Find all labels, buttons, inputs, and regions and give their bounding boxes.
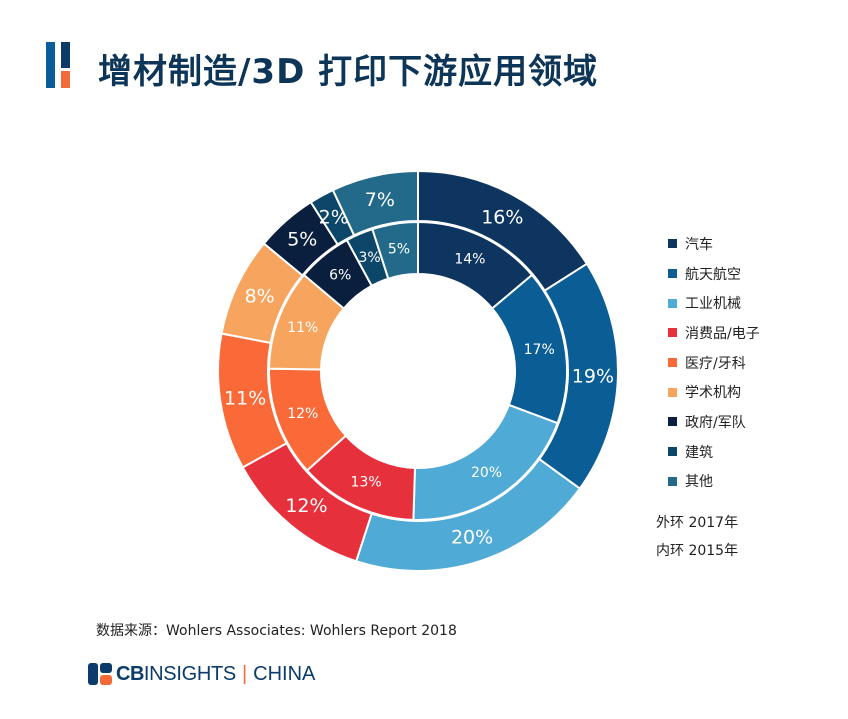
- legend-item: 汽车: [668, 229, 760, 259]
- logo-separator: |: [241, 662, 248, 685]
- legend-swatch: [668, 358, 677, 368]
- inner-ring-value-label: 20%: [471, 465, 502, 481]
- title-accent-bars: [46, 42, 70, 88]
- outer-ring-value-label: 19%: [572, 365, 614, 387]
- inner-ring-value-label: 11%: [287, 320, 318, 336]
- legend-swatch: [668, 387, 677, 397]
- legend-swatch: [668, 476, 677, 486]
- outer-ring-value-label: 11%: [224, 387, 266, 409]
- inner-ring-value-label: 17%: [524, 342, 555, 358]
- cbinsights-china-logo: CB INSIGHTS | CHINA: [88, 662, 315, 686]
- legend-label: 医疗/牙科: [685, 355, 746, 372]
- legend-label: 政府/军队: [685, 414, 746, 431]
- legend-label: 建筑: [685, 444, 713, 461]
- legend-item: 航天航空: [668, 259, 760, 289]
- legend-item: 建筑: [668, 437, 760, 467]
- accent-bar-navy: [61, 42, 70, 68]
- logo-china-text: CHINA: [253, 662, 316, 685]
- legend-label: 消费品/电子: [685, 325, 760, 342]
- legend-swatch: [668, 328, 677, 338]
- legend-swatch: [668, 239, 677, 249]
- outer-ring-value-label: 7%: [365, 189, 395, 211]
- outer-ring-value-label: 20%: [451, 526, 493, 548]
- legend-item: 医疗/牙科: [668, 348, 760, 378]
- outer-ring-value-label: 12%: [285, 495, 327, 517]
- inner-ring-value-label: 3%: [358, 250, 380, 266]
- legend-label: 航天航空: [685, 266, 741, 283]
- accent-bar-blue: [46, 42, 55, 88]
- outer-ring-note: 外环 2017年: [656, 515, 739, 531]
- inner-ring-slice: [371, 220, 419, 280]
- legend-item: 学术机构: [668, 377, 760, 407]
- cbinsights-logo-mark-icon: [88, 663, 112, 685]
- legend-label: 学术机构: [685, 385, 741, 402]
- outer-ring-value-label: 2%: [319, 207, 349, 229]
- legend-label: 其他: [685, 474, 713, 491]
- inner-ring-value-label: 14%: [454, 251, 485, 267]
- legend-swatch: [668, 447, 677, 457]
- logo-cb-text: CB: [116, 662, 144, 685]
- legend-item: 其他: [668, 467, 760, 497]
- legend-swatch: [668, 298, 677, 308]
- inner-ring-value-label: 6%: [329, 268, 351, 284]
- chart-title: 增材制造/3D 打印下游应用领域: [98, 52, 599, 92]
- outer-ring-value-label: 5%: [287, 229, 317, 251]
- legend-item: 政府/军队: [668, 407, 760, 437]
- inner-ring-note: 内环 2015年: [656, 543, 739, 559]
- ring-notes: 外环 2017年 内环 2015年: [656, 509, 738, 565]
- inner-ring-value-label: 5%: [388, 241, 410, 257]
- legend-swatch: [668, 417, 677, 427]
- legend-label: 汽车: [685, 236, 713, 253]
- legend-item: 消费品/电子: [668, 318, 760, 348]
- outer-ring-value-label: 16%: [481, 207, 523, 229]
- inner-ring-value-label: 13%: [351, 475, 382, 491]
- inner-ring-value-label: 12%: [287, 406, 318, 422]
- accent-bar-orange: [61, 71, 70, 88]
- outer-ring-value-label: 8%: [245, 285, 275, 307]
- legend-item: 工业机械: [668, 288, 760, 318]
- legend: 汽车航天航空工业机械消费品/电子 医疗/牙科学术机构政府/军队建筑其他: [668, 229, 760, 496]
- logo-insights-text: INSIGHTS: [143, 662, 236, 685]
- data-source: 数据来源：Wohlers Associates: Wohlers Report …: [96, 623, 457, 639]
- legend-label: 工业机械: [685, 296, 741, 313]
- legend-swatch: [668, 269, 677, 279]
